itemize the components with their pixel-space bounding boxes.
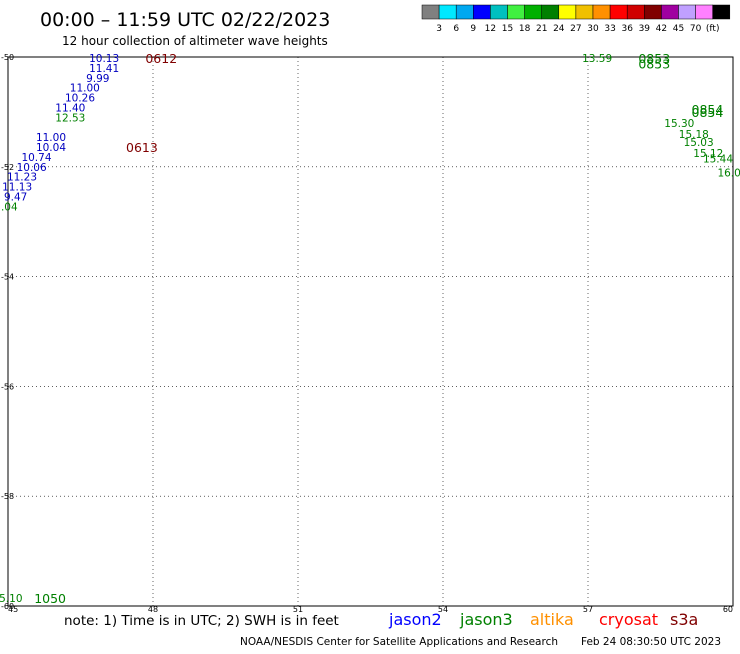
scale-label: 18 <box>519 24 531 34</box>
satellite-legend: jason2 jason3 altika cryosat s3a <box>388 610 698 629</box>
plot-area <box>7 56 734 607</box>
wave-height-label: 15.44 <box>703 154 733 166</box>
x-tick-label: 48 <box>148 605 158 614</box>
wave-height-label: 10.13 <box>89 53 119 65</box>
scale-label: 12 <box>485 24 496 34</box>
pass-time-label: 0853 <box>638 51 670 66</box>
scale-swatch <box>661 4 679 20</box>
legend-entry-altika: altika <box>530 610 574 629</box>
scale-swatch <box>455 4 474 20</box>
wave-height-label: 12.53 <box>55 112 85 124</box>
scale-label: 24 <box>553 24 565 34</box>
scale-label: 27 <box>570 24 581 34</box>
scale-label: 39 <box>639 24 651 34</box>
footer-credit: NOAA/NESDIS Center for Satellite Applica… <box>240 636 558 648</box>
scale-swatch <box>473 4 491 20</box>
wave-height-label: 9.99 <box>86 73 109 85</box>
wave-height-label: 10.74 <box>21 152 51 164</box>
scale-label: 3 <box>436 24 442 34</box>
pass-time-label: 1050 <box>34 591 66 606</box>
wave-height-label: 11.41 <box>89 63 119 75</box>
chart-subtitle: 12 hour collection of altimeter wave hei… <box>62 34 328 48</box>
color-scale-bar: 3 6 9 12 15 18 21 24 27 30 33 36 39 42 45 70 (ft) <box>421 4 731 34</box>
wave-height-label: 11.00 <box>36 132 66 144</box>
wave-height-label: 9.47 <box>4 191 27 203</box>
scale-label: 42 <box>656 24 667 34</box>
wave-height-label: 11.23 <box>7 172 37 184</box>
scale-swatch <box>678 4 696 20</box>
wave-height-label: 15.10 <box>0 593 23 605</box>
legend-entry-s3a: s3a <box>670 610 698 629</box>
scale-label: 9 <box>470 24 476 34</box>
scale-swatch <box>575 4 594 20</box>
scale-swatch <box>438 4 457 20</box>
legend-entry-cryosat: cryosat <box>599 610 658 629</box>
scale-swatch <box>644 4 662 20</box>
pass-time-label: 0854 <box>692 102 724 117</box>
wave-height-label: 11.13 <box>2 182 32 194</box>
scale-label: 21 <box>536 24 547 34</box>
wave-height-label: 11.40 <box>55 103 85 115</box>
scale-label: 70 <box>690 24 702 34</box>
scale-label: 6 <box>453 24 459 34</box>
wave-height-label: 10.26 <box>65 93 95 105</box>
wave-height-label: 15.12 <box>693 148 723 160</box>
scale-swatch <box>695 4 713 20</box>
scale-swatch <box>524 4 542 20</box>
scale-label: 36 <box>621 24 633 34</box>
wave-height-label: 10.06 <box>17 162 47 174</box>
wave-height-label: 15.18 <box>679 129 709 141</box>
wave-height-label: 12.04 <box>0 201 18 213</box>
wave-height-label: 13.59 <box>582 53 612 65</box>
scale-label: 33 <box>604 24 615 34</box>
data-labels: 10.1311.419.9911.0010.2611.4011.0010.041… <box>0 51 740 606</box>
scale-label: 45 <box>673 24 684 34</box>
y-tick-label: -54 <box>1 273 14 282</box>
legend-entry-jason2: jason2 <box>388 610 442 629</box>
x-tick-label: 51 <box>293 605 303 614</box>
y-tick-label: -50 <box>1 53 14 62</box>
wave-height-label: 15.30 <box>664 118 694 130</box>
scale-label: (ft) <box>706 24 720 34</box>
wave-height-label: 15.03 <box>684 137 714 149</box>
scale-swatch <box>541 4 560 20</box>
y-tick-label: -58 <box>1 492 14 501</box>
pass-time-label: 0853 <box>638 57 670 72</box>
x-tick-label: 60 <box>723 605 733 614</box>
chart-title: 00:00 – 11:59 UTC 02/22/2023 <box>40 9 330 31</box>
scale-swatch <box>592 4 611 20</box>
scale-swatch <box>626 4 645 20</box>
x-tick-label: 54 <box>438 605 448 614</box>
pass-time-label: 0854 <box>692 105 724 120</box>
footer-note: note: 1) Time is in UTC; 2) SWH is in fe… <box>64 613 339 629</box>
pass-time-label: 0613 <box>126 140 158 155</box>
scale-swatch <box>558 4 577 20</box>
scale-swatch <box>421 4 440 20</box>
scale-swatch <box>609 4 628 20</box>
legend-entry-jason3: jason3 <box>459 610 513 629</box>
wave-height-label: 11.00 <box>70 83 100 95</box>
y-tick-label: -60 <box>1 602 14 611</box>
y-tick-label: -56 <box>1 382 14 391</box>
x-tick-label: 45 <box>8 605 18 614</box>
axis-ticks: 45 48 51 54 57 60 -50 -52 -54 -56 -58 -60 <box>1 53 733 614</box>
footer-timestamp: Feb 24 08:30:50 UTC 2023 <box>581 636 721 648</box>
y-tick-label: -52 <box>1 163 14 172</box>
scale-swatch <box>490 4 508 20</box>
wave-height-label: 10.04 <box>36 142 66 154</box>
scale-swatch <box>712 4 731 20</box>
scale-label: 15 <box>502 24 513 34</box>
scale-swatch <box>507 4 525 20</box>
x-tick-label: 57 <box>583 605 593 614</box>
scale-label: 30 <box>587 24 599 34</box>
wave-height-label: 16.05 <box>717 167 740 179</box>
pass-time-label: 0612 <box>145 51 177 66</box>
grid-lines <box>8 57 733 606</box>
